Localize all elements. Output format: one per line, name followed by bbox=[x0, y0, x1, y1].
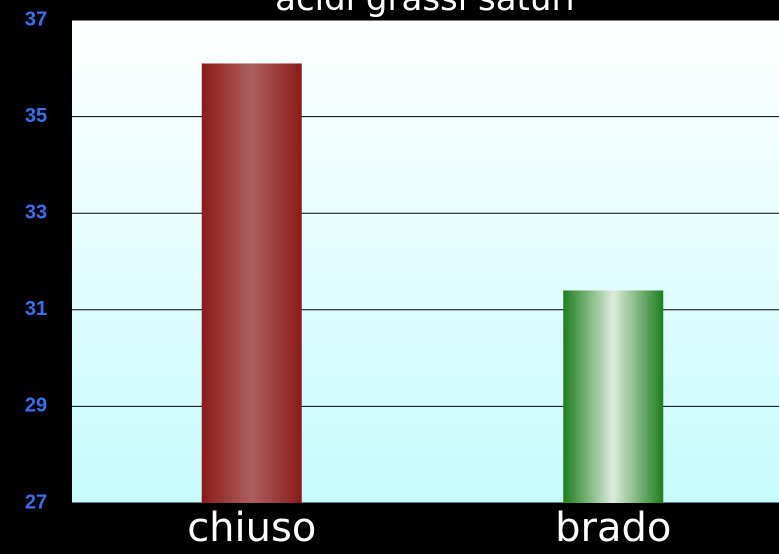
y-tick-label: 31 bbox=[25, 298, 47, 320]
x-tick-label: chiuso bbox=[187, 505, 316, 551]
plot-area bbox=[72, 20, 779, 503]
chart-title: acidi grassi saturi bbox=[275, 0, 575, 19]
bar bbox=[201, 63, 302, 503]
y-tick-label: 33 bbox=[25, 201, 47, 223]
y-tick-label: 27 bbox=[25, 491, 47, 513]
y-tick-label: 37 bbox=[25, 8, 47, 30]
bar bbox=[563, 290, 664, 503]
y-tick-label: 35 bbox=[25, 105, 47, 127]
x-tick-label: brado bbox=[555, 505, 671, 551]
y-tick-label: 29 bbox=[25, 395, 47, 417]
